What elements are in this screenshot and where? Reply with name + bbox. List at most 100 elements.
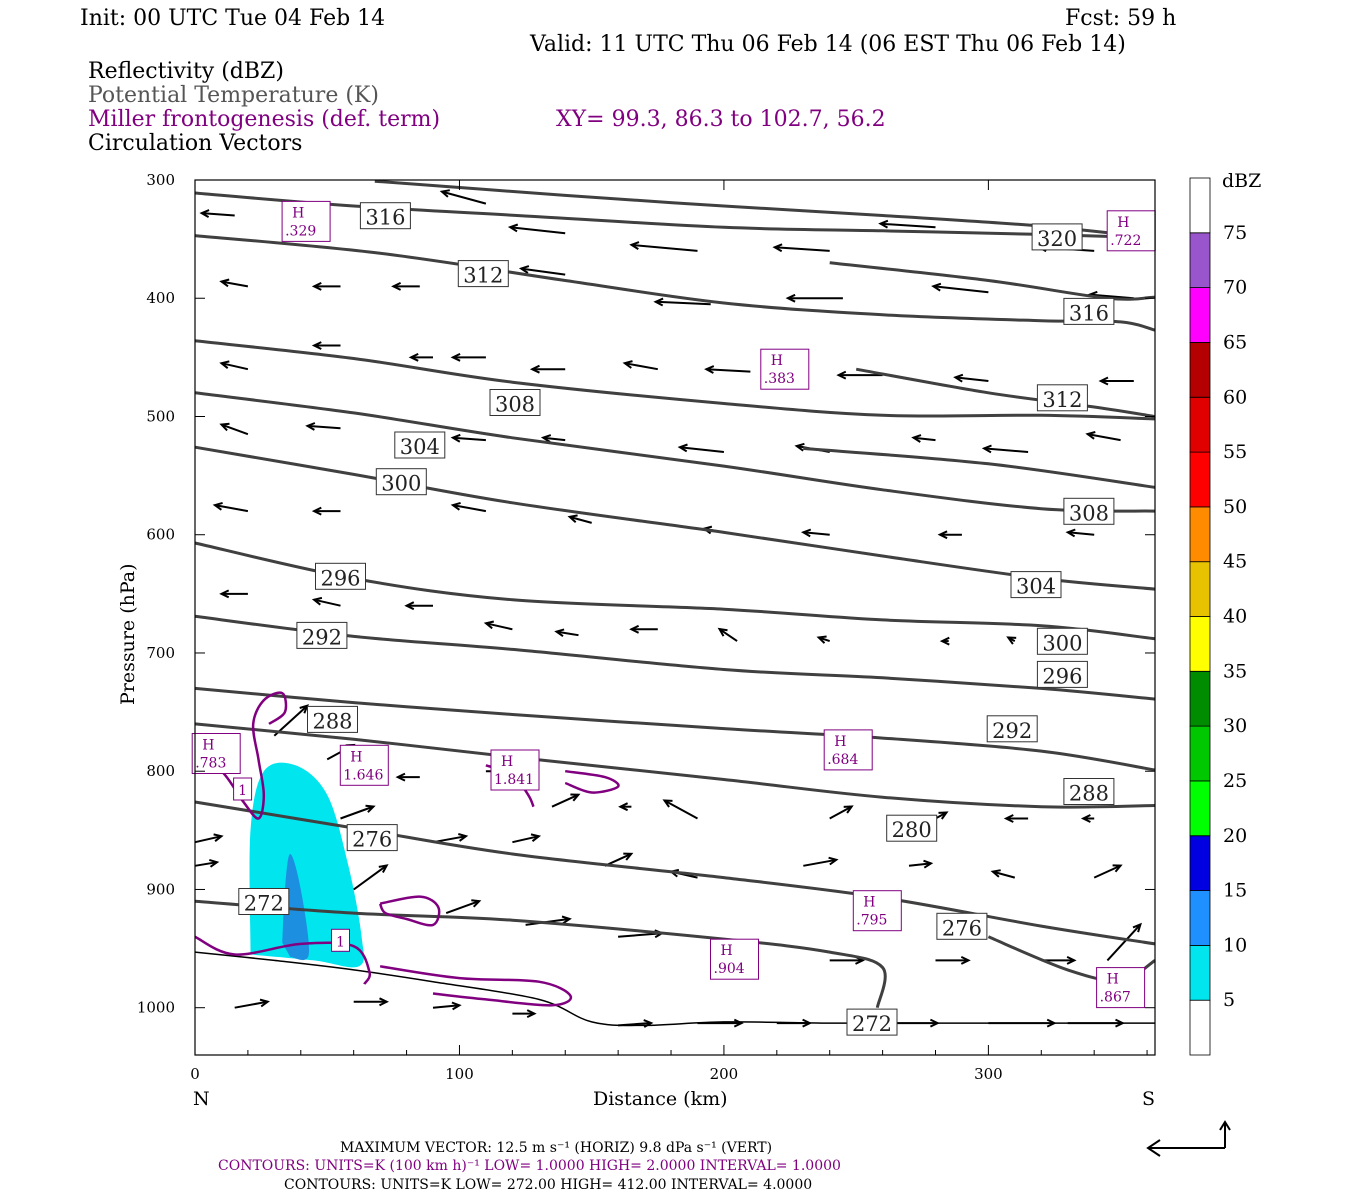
circulation-vector (529, 364, 566, 374)
theta-label: 316 (359, 202, 411, 230)
frontogenesis-contour-label-text: 1 (336, 934, 345, 950)
x-axis-label: Distance (km) (593, 1088, 728, 1110)
circulation-vector (878, 219, 936, 229)
circulation-vector (353, 997, 389, 1007)
frontogenesis-contour-label: 1 (331, 928, 350, 952)
valid-time: Valid: 11 UTC Thu 06 Feb 14 (06 EST Thu … (529, 32, 1126, 57)
circulation-vector (450, 433, 486, 443)
colorbar-label: 20 (1223, 825, 1247, 847)
circulation-vector (445, 899, 482, 915)
theta-contour-272 (194, 899, 887, 1009)
colorbar-label: 75 (1223, 222, 1247, 244)
circulation-vector (219, 278, 249, 288)
theta-contour-312b (855, 367, 1156, 418)
theta-label-text: 316 (1069, 301, 1109, 325)
south-label: S (1142, 1088, 1155, 1110)
frontogenesis-max-value: 1.646 (343, 767, 383, 783)
x-tick-label: 300 (974, 1065, 1003, 1083)
circulation-vector (212, 501, 249, 513)
theta-label: 300 (375, 468, 427, 496)
legend-miller: Miller frontogenesis (def. term) (88, 107, 440, 132)
circulation-vector (439, 189, 487, 205)
footer-contours-theta: CONTOURS: UNITS=K LOW= 272.00 HIGH= 412.… (284, 1177, 812, 1193)
reflectivity-10dbz-area (282, 854, 310, 961)
circulation-vector (234, 998, 270, 1009)
theta-label-text: 276 (352, 828, 392, 852)
theta-label-text: 304 (1016, 575, 1056, 599)
plot-area: 316 312 308 304 300 296 292 288 276 272 320 316 312 3… (191, 179, 1156, 1036)
circulation-vector (518, 265, 566, 276)
frontogenesis-contour-label-text: 1 (238, 783, 247, 799)
colorbar-label: 5 (1223, 989, 1235, 1011)
theta-label-text: 308 (1069, 501, 1109, 525)
frontogenesis-max-value: .722 (1110, 233, 1141, 249)
circulation-vector (311, 282, 341, 291)
circulation-vector (1006, 636, 1017, 645)
circulation-vector (937, 530, 962, 540)
colorbar-label: 10 (1223, 934, 1247, 956)
circulation-vector (653, 297, 711, 307)
frontogenesis-maximum: H .904 (710, 938, 759, 980)
frontogenesis-contour-label: 1 (233, 777, 253, 801)
x-tick-label: 0 (190, 1065, 200, 1083)
circulation-vector (935, 956, 971, 965)
circulation-vector (1085, 431, 1121, 442)
theta-label: 288 (1063, 778, 1115, 806)
frontogenesis-max-value: 1.841 (494, 772, 534, 788)
colorbar-swatch (1189, 670, 1211, 727)
reflectivity-layer (249, 762, 364, 968)
colorbar-label: 25 (1223, 770, 1247, 792)
theta-contour-308b (803, 446, 1156, 489)
y-tick-label: 300 (146, 171, 175, 189)
plot-frame (194, 179, 1156, 1056)
colorbar-swatch (1189, 287, 1211, 343)
frontogenesis-maximum: H .684 (823, 729, 873, 771)
theta-label: 296 (315, 562, 366, 590)
circulation-vector (353, 864, 389, 891)
circulation-vector (194, 858, 220, 868)
circulation-vector (1106, 922, 1142, 962)
frontogenesis-max-marker: H (1107, 972, 1119, 988)
frontogenesis-max-value: .329 (285, 223, 316, 239)
circulation-vector (305, 422, 341, 431)
circulation-vector (311, 506, 341, 516)
circulation-vector (629, 624, 658, 634)
frontogenesis-maximum: H .783 (191, 733, 241, 774)
theta-label: 312 (1036, 384, 1088, 412)
theta-label: 308 (1063, 497, 1115, 525)
circulation-vector (704, 365, 751, 374)
colorbar-label: 70 (1223, 277, 1247, 299)
colorbar-swatch (1189, 890, 1211, 946)
y-tick-label: 500 (146, 407, 175, 425)
colorbar-swatch (1189, 177, 1211, 234)
theta-label: 272 (846, 1008, 898, 1036)
y-tick-label: 800 (146, 762, 175, 780)
colorbar-swatch (1189, 451, 1211, 508)
frontogenesis-maximum: H .722 (1106, 210, 1156, 252)
colorbar-label: 45 (1223, 551, 1247, 573)
theta-label-text: 272 (852, 1012, 892, 1036)
colorbar-swatch (1189, 780, 1211, 837)
init-time: Init: 00 UTC Tue 04 Feb 14 (80, 6, 385, 31)
circulation-vector (219, 360, 249, 371)
theta-label-text: 320 (1037, 227, 1077, 251)
frontogenesis-max-marker: H (202, 738, 214, 754)
theta-label-text: 312 (463, 264, 503, 288)
circulation-vector (953, 373, 989, 383)
colorbar-swatch (1189, 616, 1211, 672)
frontogenesis-maximum: H .795 (852, 890, 902, 932)
colorbar-swatch (1189, 945, 1211, 1001)
colorbar-label: 50 (1223, 496, 1247, 518)
theta-contour-308 (194, 339, 1156, 421)
circulation-vector (311, 596, 341, 607)
theta-label: 312 (457, 260, 509, 288)
theta-label: 320 (1031, 223, 1083, 251)
colorbar-label: 35 (1223, 660, 1247, 682)
theta-label: 308 (489, 389, 541, 417)
terrain-line (194, 951, 1155, 1027)
theta-label: 276 (936, 912, 988, 940)
colorbar-label: 15 (1223, 880, 1247, 902)
circulation-vector (483, 620, 513, 631)
circulation-vector (450, 353, 486, 362)
circulation-vector (404, 601, 433, 611)
